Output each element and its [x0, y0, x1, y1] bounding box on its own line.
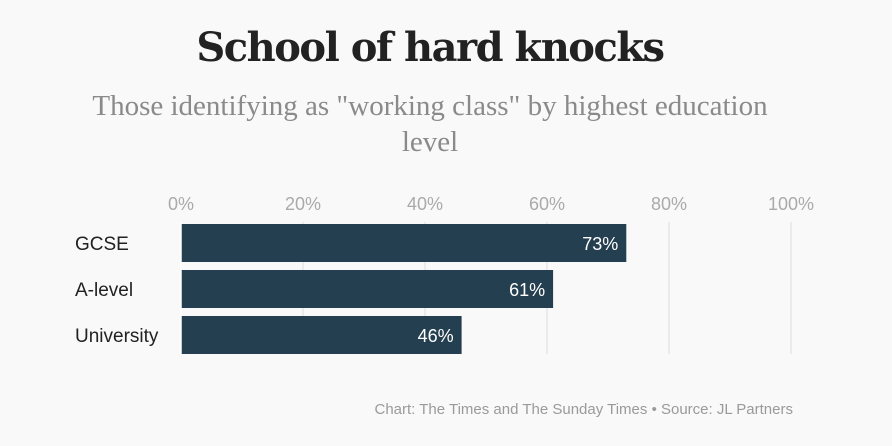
x-tick-label: 80%: [651, 194, 687, 214]
data-label: 61%: [509, 280, 545, 300]
bar: [181, 316, 462, 354]
x-tick-label: 0%: [168, 194, 194, 214]
chart-source: Chart: The Times and The Sunday Times • …: [374, 401, 793, 418]
data-label: 73%: [582, 234, 618, 254]
bar: [181, 270, 554, 308]
x-tick-label: 100%: [768, 194, 814, 214]
chart-title: School of hard knocks: [196, 24, 665, 71]
bar: [181, 224, 627, 262]
category-label: University: [75, 326, 159, 347]
chart-subtitle: Those identifying as "working class" by …: [92, 90, 768, 158]
x-tick-label: 40%: [407, 194, 443, 214]
category-label: GCSE: [75, 234, 129, 255]
data-label: 46%: [418, 326, 454, 346]
x-tick-label: 60%: [529, 194, 565, 214]
x-tick-label: 20%: [285, 194, 321, 214]
category-label: A-level: [75, 280, 133, 301]
